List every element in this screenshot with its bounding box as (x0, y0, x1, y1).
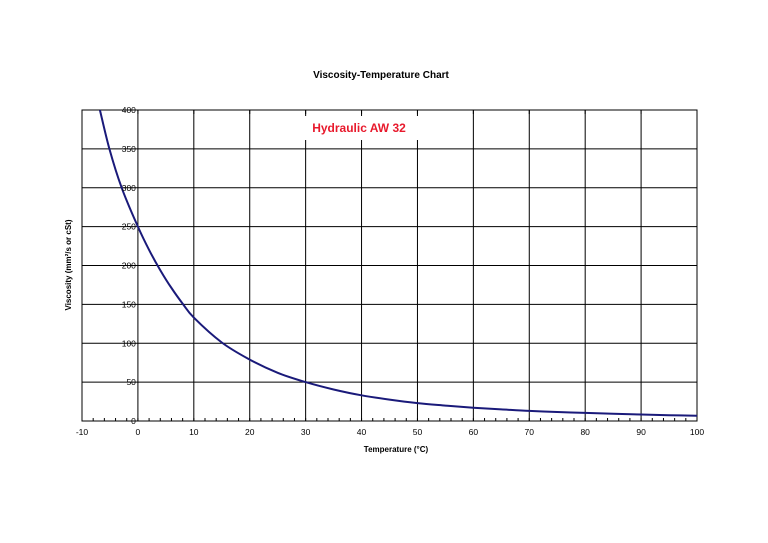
x-tick-labels: -10 0 10 20 30 40 50 60 70 80 90 100 (76, 427, 705, 437)
x-tick-label: 50 (413, 427, 423, 437)
y-tick-label: 0 (131, 416, 136, 426)
y-tick-label: 300 (122, 183, 136, 193)
y-tick-label: 150 (122, 299, 136, 309)
plot-frame (81, 109, 698, 422)
y-tick-label: 100 (122, 338, 136, 348)
x-tick-label: 40 (357, 427, 367, 437)
x-axis-label: Temperature (°C) (364, 445, 429, 454)
x-tick-label: 30 (301, 427, 311, 437)
y-tick-label: 250 (122, 222, 136, 232)
x-tick-label: 0 (136, 427, 141, 437)
y-tick-label: 50 (126, 377, 136, 387)
chart-title: Viscosity-Temperature Chart (313, 70, 449, 81)
series-annotation: Hydraulic AW 32 (312, 121, 406, 135)
x-tick-label: 10 (189, 427, 199, 437)
y-axis-label: Viscosity (mm²/s or cSt) (64, 219, 73, 310)
y-tick-label: 350 (122, 144, 136, 154)
x-tick-label: 90 (636, 427, 646, 437)
grid-lines (81, 109, 698, 422)
x-tick-label: 70 (525, 427, 535, 437)
annotation-background (300, 116, 418, 140)
x-tick-label: 20 (245, 427, 255, 437)
x-tick-label: 60 (469, 427, 479, 437)
y-tick-labels: 0 50 100 150 200 250 300 350 400 (122, 105, 136, 426)
x-tick-label: 80 (580, 427, 590, 437)
y-tick-label: 400 (122, 105, 136, 115)
y-tick-label: 200 (122, 261, 136, 271)
x-tick-label: 100 (690, 427, 704, 437)
x-tick-label: -10 (76, 427, 89, 437)
viscosity-curve (98, 109, 698, 417)
